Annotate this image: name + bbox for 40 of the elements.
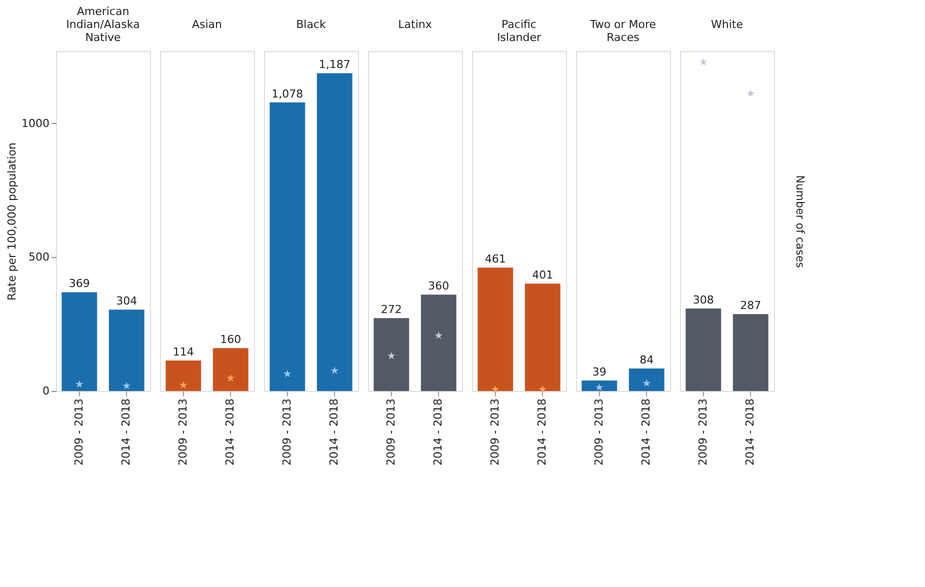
data-label: 308 xyxy=(692,294,714,307)
data-label: 461 xyxy=(484,252,506,266)
x-tick-label: 2014 - 2018 xyxy=(744,398,757,466)
data-label: 304 xyxy=(116,294,138,308)
x-tick-label: 2009 - 2013 xyxy=(72,398,86,466)
y2-axis-title: Number of cases xyxy=(794,175,806,268)
data-label: 160 xyxy=(220,333,242,346)
x-tick-label: 2014 - 2018 xyxy=(120,398,133,466)
chart-title: Black xyxy=(296,18,327,31)
x-tick-label: 2009 - 2013 xyxy=(592,398,606,466)
x-tick-label: 2009 - 2013 xyxy=(280,398,294,466)
x-tick-label: 2014 - 2018 xyxy=(536,398,549,466)
y-tick-label: 500 xyxy=(28,250,50,264)
data-label: 84 xyxy=(640,354,654,367)
data-label: 39 xyxy=(592,366,606,379)
x-tick-label: 2014 - 2018 xyxy=(328,398,341,466)
x-tick-label: 2009 - 2013 xyxy=(384,398,398,466)
x-tick-label: 2009 - 2013 xyxy=(488,398,502,466)
x-tick-label: 2009 - 2013 xyxy=(176,398,190,466)
y-axis-title: Rate per 100,000 population xyxy=(6,142,19,301)
data-label: 401 xyxy=(532,268,554,282)
data-label: 272 xyxy=(380,303,402,316)
chart-title: Two or More Races xyxy=(588,18,656,44)
x-tick-label: 2009 - 2013 xyxy=(696,398,710,466)
chart-title: Latinx xyxy=(398,18,432,31)
data-label: 114 xyxy=(172,345,194,358)
y-tick-label: 1000 xyxy=(22,116,50,130)
x-tick-label: 2014 - 2018 xyxy=(224,398,237,466)
chart-title: American Indian/Alaska Native xyxy=(66,5,140,44)
chart-title: Asian xyxy=(192,18,222,31)
chart-title: White xyxy=(711,18,744,31)
data-label: 287 xyxy=(740,299,762,312)
chart-title: Pacific Islander xyxy=(496,18,542,44)
y-tick-label: 0 xyxy=(42,384,50,398)
data-label: 369 xyxy=(68,277,90,290)
data-label: 360 xyxy=(428,280,450,293)
x-tick-label: 2014 - 2018 xyxy=(640,398,653,466)
data-label: 1,078 xyxy=(272,87,304,100)
data-label: 1,187 xyxy=(318,58,350,72)
x-tick-label: 2014 - 2018 xyxy=(432,398,445,466)
